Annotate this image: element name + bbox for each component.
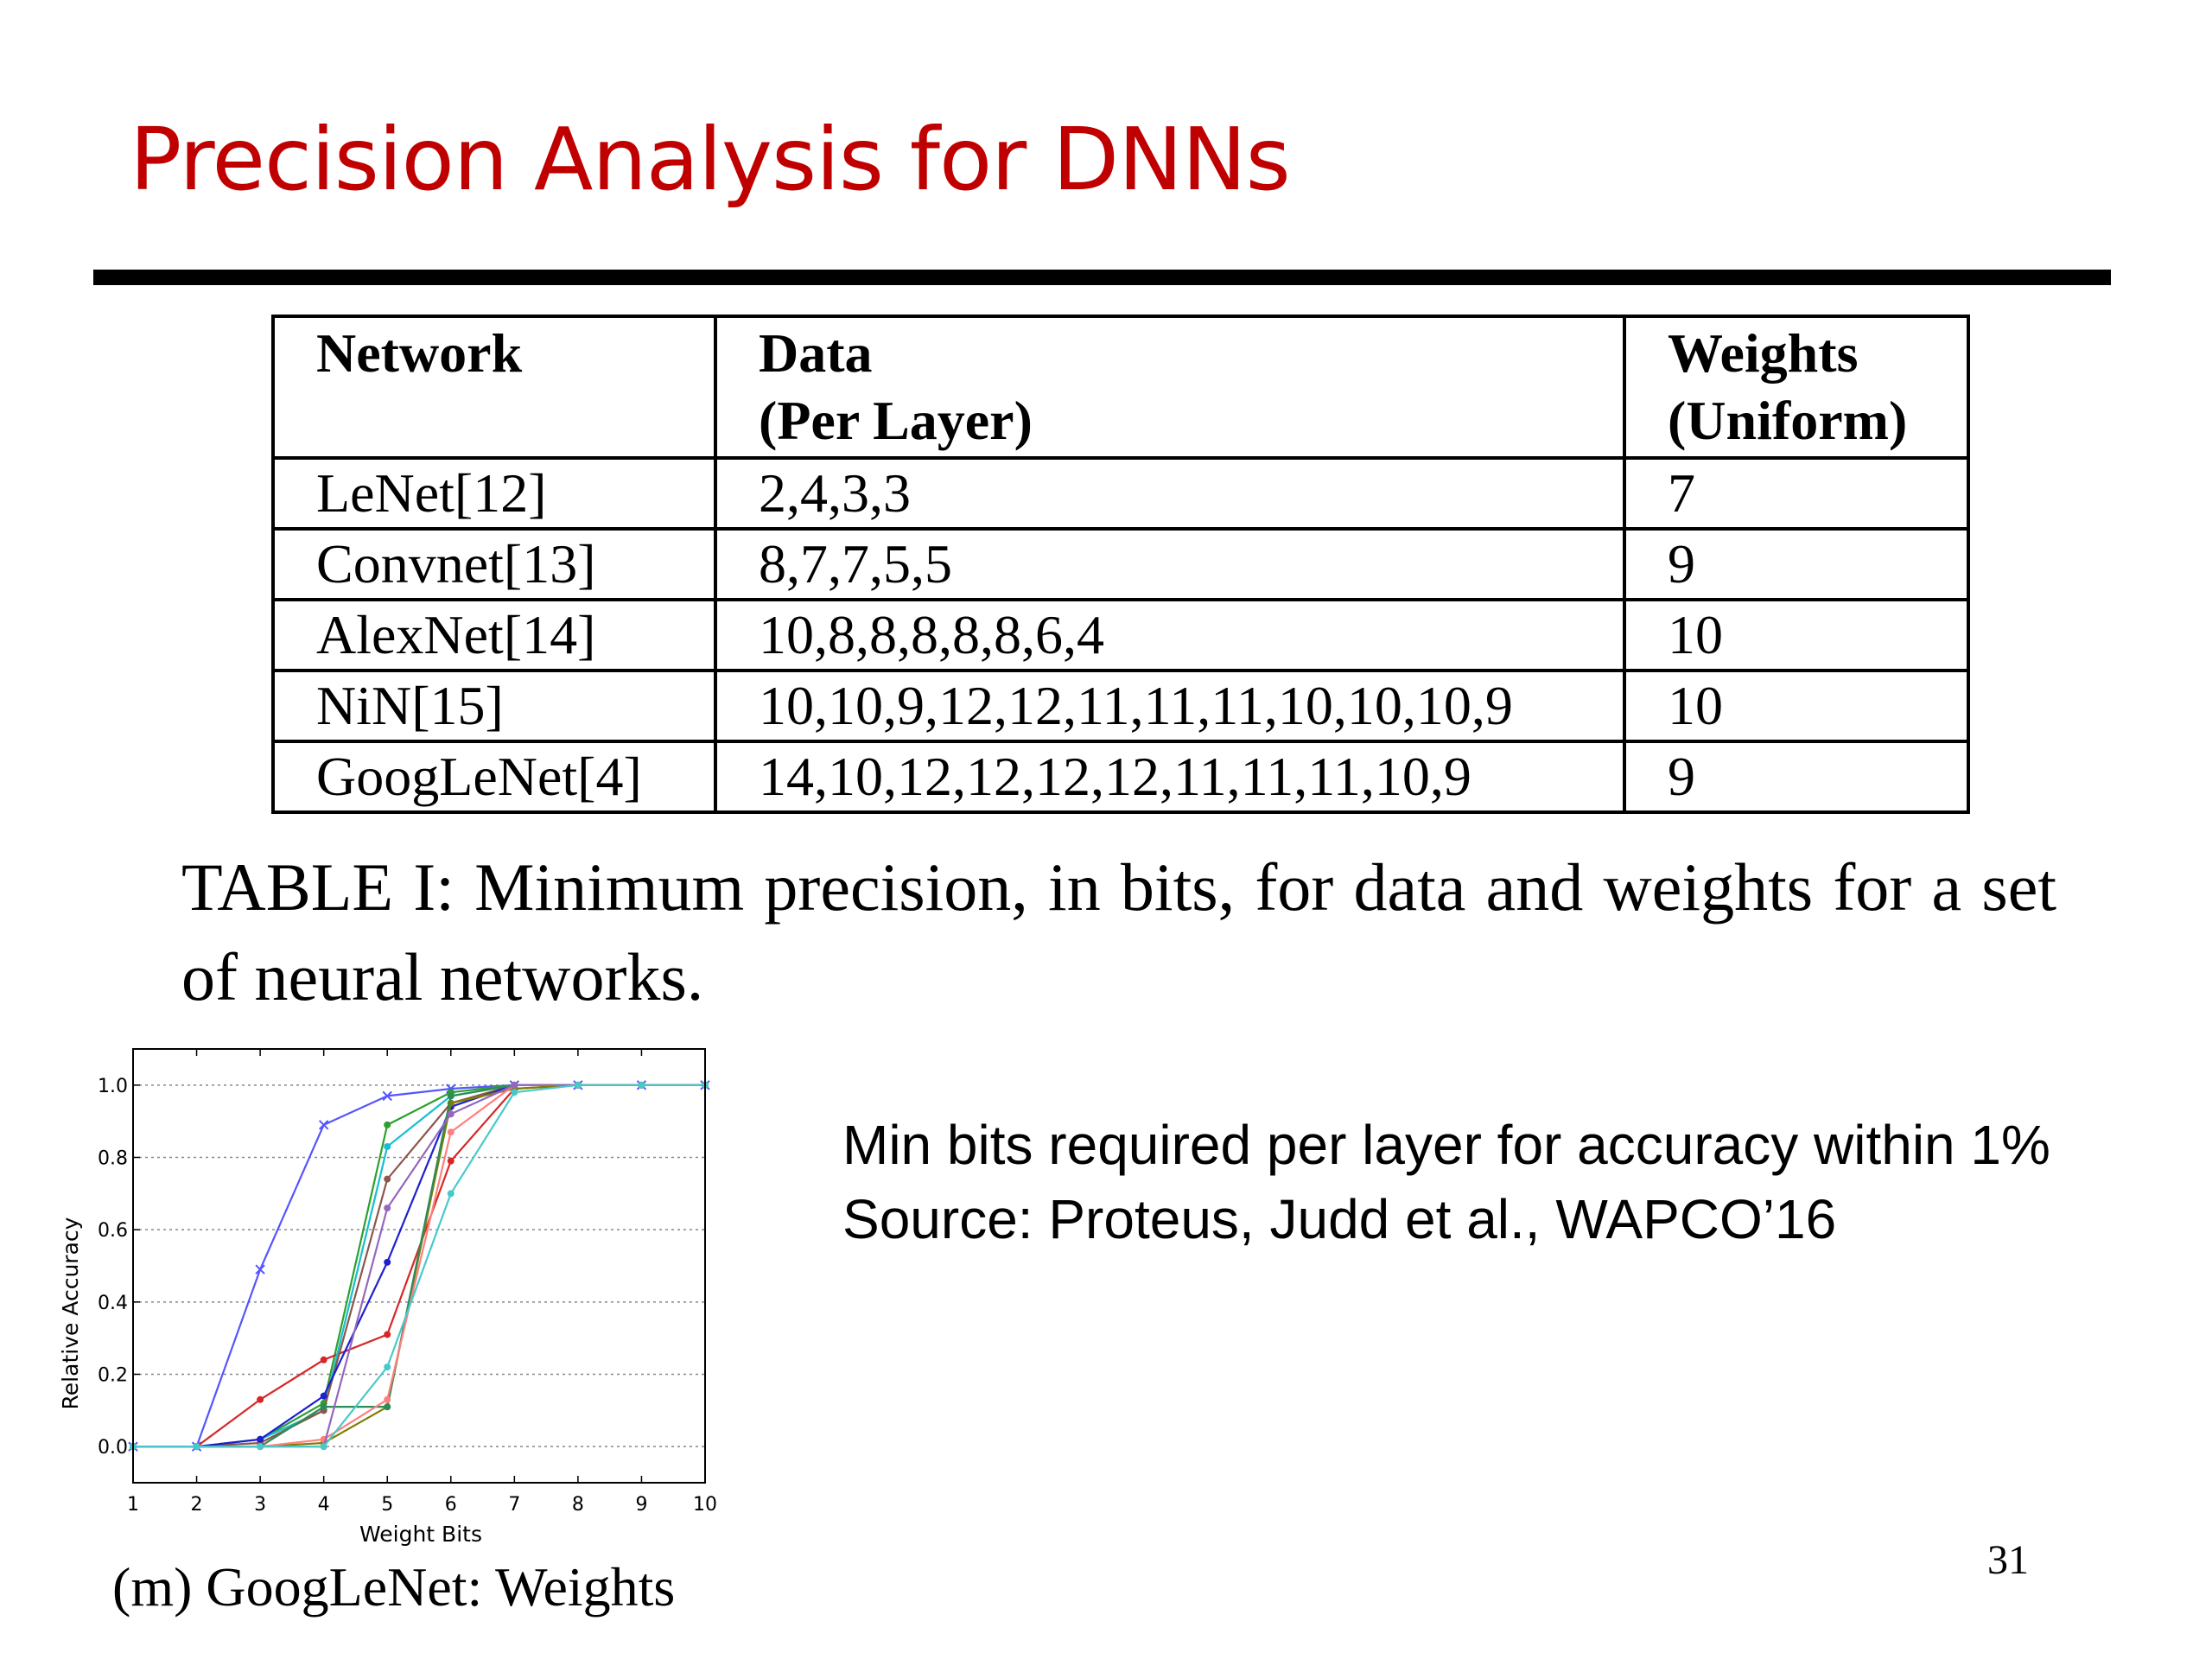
x-tick-label: 4 <box>318 1494 330 1516</box>
y-tick-label: 0.0 <box>98 1437 128 1459</box>
series-line-11 <box>133 1084 705 1448</box>
title-divider <box>93 270 2111 285</box>
cell-weights: 7 <box>1623 456 1970 531</box>
series-11-point <box>320 1443 327 1451</box>
cell-network: NiN[15] <box>271 669 717 743</box>
figure-subcaption: (m) GoogLeNet: Weights <box>112 1556 676 1618</box>
series-11-point <box>257 1443 264 1451</box>
cell-weights: 9 <box>1623 740 1970 814</box>
slide-title: Precision Analysis for DNNs <box>130 109 1291 210</box>
series-9-point <box>447 1128 454 1136</box>
precision-table: Network Data (Per Layer) Weights (Uniform)… <box>271 315 1970 814</box>
x-tick-label: 2 <box>191 1494 203 1516</box>
series-3-point <box>447 1157 454 1165</box>
y-tick-label: 0.4 <box>98 1293 128 1314</box>
series-6-point <box>257 1435 264 1443</box>
series-3-point <box>320 1356 327 1363</box>
series-11-point <box>384 1363 391 1371</box>
series-3-point <box>384 1331 391 1338</box>
table-row: NiN[15] 10,10,9,12,12,11,11,11,10,10,10,… <box>271 669 1970 743</box>
cell-weights: 10 <box>1623 598 1970 672</box>
cell-data: 2,4,3,3 <box>714 456 1626 531</box>
series-11-point <box>193 1443 200 1451</box>
series-6-point <box>320 1392 327 1400</box>
series-11-point <box>447 1190 454 1198</box>
series-10-point <box>447 1110 454 1118</box>
table-row: Convnet[13] 8,7,7,5,5 9 <box>271 527 1970 601</box>
series-5-point <box>384 1175 391 1183</box>
series-6-point <box>384 1258 391 1266</box>
cell-network: Convnet[13] <box>271 527 717 601</box>
series-1-point <box>255 1264 265 1274</box>
page-number: 31 <box>1987 1537 2029 1583</box>
series-11-point <box>574 1081 582 1089</box>
series-1-point <box>382 1090 392 1102</box>
series-1-point <box>318 1120 329 1130</box>
cell-network: GoogLeNet[4] <box>271 740 717 814</box>
cell-network: AlexNet[14] <box>271 598 717 672</box>
y-tick-label: 0.6 <box>98 1220 128 1242</box>
accuracy-chart: Relative Accuracy Weight Bits 0.0 0.2 0.4 0… <box>0 1028 734 1633</box>
cell-data: 8,7,7,5,5 <box>714 527 1626 601</box>
series-11-point <box>638 1081 645 1089</box>
series-10-point <box>384 1205 391 1212</box>
series-10-point <box>511 1081 518 1089</box>
x-tick-label: 8 <box>572 1494 584 1516</box>
series-11-point <box>511 1089 518 1096</box>
table-row: LeNet[12] 2,4,3,3 7 <box>271 456 1970 531</box>
x-axis-label: Weight Bits <box>359 1522 482 1547</box>
y-tick-label: 0.8 <box>98 1148 128 1170</box>
x-tick-label: 9 <box>635 1494 647 1516</box>
series-9-point <box>384 1395 391 1403</box>
series-8-point <box>447 1092 454 1100</box>
x-tick-label: 3 <box>254 1494 266 1516</box>
note-line-2: Source: Proteus, Judd et al., WAPCO’16 <box>842 1188 1837 1250</box>
y-tick-label: 0.2 <box>98 1365 128 1387</box>
x-tick-label: 1 <box>127 1494 139 1516</box>
cell-weights: 9 <box>1623 527 1970 601</box>
source-note: Min bits required per layer for accuracy… <box>842 1108 2050 1256</box>
x-tick-label: 7 <box>508 1494 520 1516</box>
y-tick-label: 1.0 <box>98 1076 128 1097</box>
x-tick-label: 10 <box>693 1494 717 1516</box>
x-tick-label: 5 <box>381 1494 393 1516</box>
plot-frame <box>132 1048 706 1484</box>
series-2-point <box>384 1121 391 1128</box>
cell-data: 10,8,8,8,8,8,6,4 <box>714 598 1626 672</box>
accuracy-chart-svg: Relative Accuracy Weight Bits 0.0 0.2 0.4 0… <box>58 1048 717 1547</box>
y-axis-label: Relative Accuracy <box>58 1217 83 1409</box>
header-data: Data (Per Layer) <box>714 315 1626 460</box>
header-weights: Weights (Uniform) <box>1623 315 1970 460</box>
table-row: AlexNet[14] 10,8,8,8,8,8,6,4 10 <box>271 598 1970 672</box>
cell-data: 10,10,9,12,12,11,11,11,10,10,10,9 <box>714 669 1626 743</box>
table-header-row: Network Data (Per Layer) Weights (Uniform) <box>271 315 1970 460</box>
note-line-1: Min bits required per layer for accuracy… <box>842 1114 2050 1176</box>
x-tick-label: 6 <box>445 1494 457 1516</box>
series-3-point <box>257 1395 264 1403</box>
cell-weights: 10 <box>1623 669 1970 743</box>
cell-network: LeNet[12] <box>271 456 717 531</box>
series-8-point <box>320 1403 327 1411</box>
header-network: Network <box>271 315 717 460</box>
table-caption: TABLE I: Minimum precision, in bits, for… <box>181 849 2056 1014</box>
series-8-point <box>384 1403 391 1411</box>
series-4-point <box>384 1142 391 1150</box>
cell-data: 14,10,12,12,12,12,11,11,11,10,9 <box>714 740 1626 814</box>
table-row: GoogLeNet[4] 14,10,12,12,12,12,11,11,11,… <box>271 740 1970 814</box>
